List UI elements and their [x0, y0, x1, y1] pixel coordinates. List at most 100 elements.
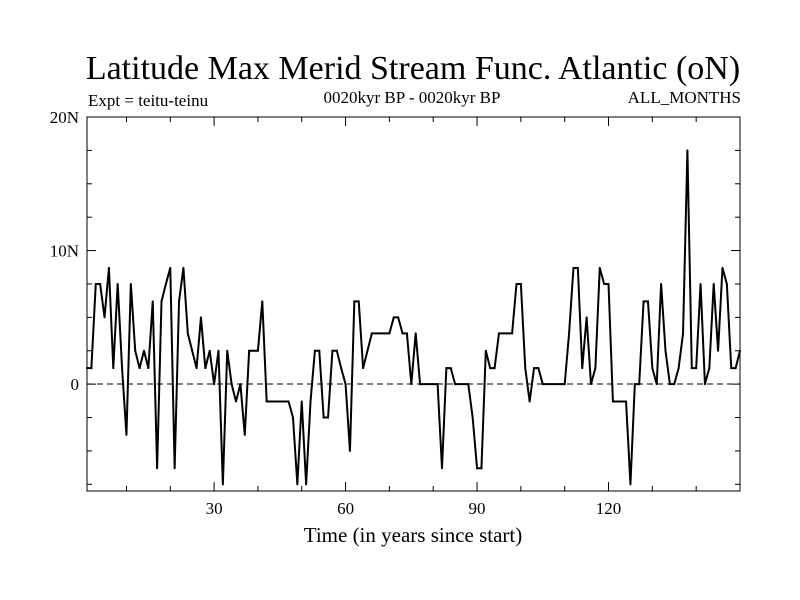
data-point [524, 367, 527, 370]
y-tick-label: 10N [50, 242, 79, 261]
data-point [638, 383, 641, 386]
data-point [533, 367, 536, 370]
data-point [554, 383, 557, 386]
x-axis-label: Time (in years since start) [304, 523, 523, 547]
data-point [677, 367, 680, 370]
data-point [484, 349, 487, 352]
data-point [449, 367, 452, 370]
data-point [423, 383, 426, 386]
data-point [440, 467, 443, 470]
data-point [322, 416, 325, 419]
data-point [660, 282, 663, 285]
data-point [673, 383, 676, 386]
y-tick-label: 0 [71, 375, 80, 394]
data-point [655, 383, 658, 386]
data-point [703, 383, 706, 386]
data-point [129, 282, 132, 285]
data-point [379, 332, 382, 335]
data-point [199, 316, 202, 319]
data-point [208, 349, 211, 352]
data-point [401, 332, 404, 335]
data-point [116, 282, 119, 285]
data-point [458, 383, 461, 386]
data-point [287, 400, 290, 403]
data-point [734, 367, 737, 370]
data-point [594, 367, 597, 370]
data-point [112, 367, 115, 370]
data-point [265, 400, 268, 403]
data-point [195, 367, 198, 370]
data-point [169, 266, 172, 269]
data-point [563, 383, 566, 386]
data-point [261, 300, 264, 303]
ytick-labels: 0 10N 20N [50, 108, 79, 394]
data-point [252, 349, 255, 352]
data-point [515, 282, 518, 285]
data-point [151, 300, 154, 303]
data-point [99, 282, 102, 285]
data-point [217, 349, 220, 352]
data-point [248, 349, 251, 352]
data-point [695, 367, 698, 370]
data-point [340, 367, 343, 370]
data-point [625, 400, 628, 403]
data-point [300, 400, 303, 403]
data-point [690, 367, 693, 370]
data-point [344, 383, 347, 386]
data-point [318, 349, 321, 352]
data-point [603, 282, 606, 285]
data-point [147, 367, 150, 370]
data-point [278, 400, 281, 403]
x-tick-label: 90 [469, 499, 486, 518]
data-point [121, 367, 124, 370]
data-point [616, 400, 619, 403]
data-point [191, 349, 194, 352]
data-point [633, 383, 636, 386]
data-point [682, 332, 685, 335]
data-point [739, 349, 741, 352]
data-point [480, 467, 483, 470]
data-point [291, 416, 294, 419]
data-point [537, 367, 540, 370]
data-point [309, 400, 312, 403]
data-point [397, 316, 400, 319]
data-point [362, 367, 365, 370]
data-point [419, 383, 422, 386]
data-point [221, 483, 224, 486]
data-point [164, 282, 167, 285]
data-point [708, 367, 711, 370]
data-point [243, 433, 246, 436]
data-point [370, 332, 373, 335]
data-point [699, 282, 702, 285]
experiment-label: Expt = teitu-teinu [88, 91, 209, 110]
data-point [156, 467, 159, 470]
data-point [589, 383, 592, 386]
data-point [160, 300, 163, 303]
data-point [226, 349, 229, 352]
data-point [717, 349, 720, 352]
data-point [186, 332, 189, 335]
data-point [572, 266, 575, 269]
data-point [620, 400, 623, 403]
data-point [629, 483, 632, 486]
data-point [125, 433, 128, 436]
data-point [721, 266, 724, 269]
data-point [730, 367, 733, 370]
data-point [725, 282, 728, 285]
data-point [559, 383, 562, 386]
data-points [86, 149, 741, 486]
plot-frame [86, 116, 741, 492]
data-point [142, 349, 145, 352]
data-point [607, 282, 610, 285]
y-tick-label: 20N [50, 108, 79, 127]
data-point [476, 467, 479, 470]
data-point [541, 383, 544, 386]
data-point [86, 367, 88, 370]
months-label: ALL_MONTHS [628, 88, 741, 107]
data-point [462, 383, 465, 386]
data-point [646, 300, 649, 303]
data-point [598, 266, 601, 269]
data-point [611, 400, 614, 403]
data-point [305, 483, 308, 486]
period-label: 0020kyr BP - 0020kyr BP [324, 88, 501, 107]
